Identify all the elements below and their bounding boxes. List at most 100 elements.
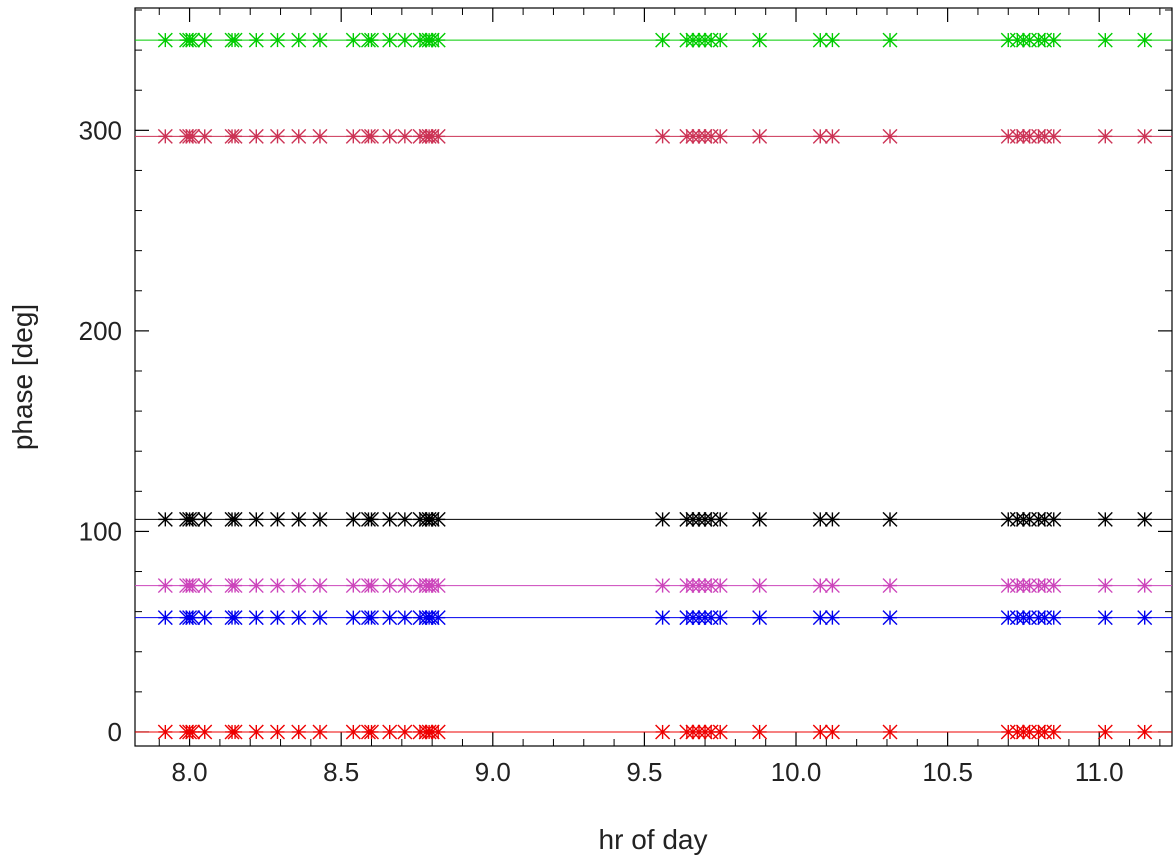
asterisk-marker [712,511,728,527]
asterisk-marker [345,610,361,626]
asterisk-marker [430,610,446,626]
asterisk-marker [655,128,671,144]
asterisk-marker [752,128,768,144]
asterisk-marker [1137,32,1153,48]
asterisk-marker [157,578,173,594]
asterisk-marker [248,32,264,48]
asterisk-marker [197,511,213,527]
asterisk-marker [291,32,307,48]
asterisk-marker [157,511,173,527]
asterisk-marker [248,511,264,527]
asterisk-marker [312,32,328,48]
asterisk-marker [382,610,398,626]
asterisk-marker [312,610,328,626]
y-axis-title: phase [deg] [7,304,38,450]
asterisk-marker [227,724,243,740]
asterisk-marker [812,511,828,527]
asterisk-marker [712,128,728,144]
asterisk-marker [364,724,380,740]
axis-ticks [135,8,1172,746]
asterisk-marker [248,610,264,626]
asterisk-marker [185,724,201,740]
asterisk-marker [270,511,286,527]
asterisk-marker [227,128,243,144]
asterisk-marker [752,511,768,527]
asterisk-marker [227,578,243,594]
asterisk-marker [712,724,728,740]
asterisk-marker [270,128,286,144]
y-tick-label: 100 [79,516,122,546]
asterisk-marker [824,578,840,594]
asterisk-marker [197,578,213,594]
asterisk-marker [824,511,840,527]
asterisk-marker [312,511,328,527]
series-lines [135,39,1172,733]
asterisk-marker [345,128,361,144]
asterisk-marker [382,32,398,48]
asterisk-marker [382,511,398,527]
series-markers [157,32,1153,740]
asterisk-marker [397,724,413,740]
plot-frame [134,7,1173,747]
asterisk-marker [157,128,173,144]
asterisk-marker [227,610,243,626]
asterisk-marker [248,128,264,144]
asterisk-marker [185,511,201,527]
asterisk-marker [364,128,380,144]
asterisk-marker [812,128,828,144]
asterisk-marker [430,724,446,740]
asterisk-marker [882,128,898,144]
asterisk-marker [1137,511,1153,527]
asterisk-marker [345,724,361,740]
asterisk-marker [882,511,898,527]
asterisk-marker [824,128,840,144]
asterisk-marker [157,724,173,740]
y-tick-labels: 0 100 200 300 [79,115,122,747]
asterisk-marker [197,32,213,48]
asterisk-marker [1097,578,1113,594]
x-tick-label: 11.0 [1075,757,1124,787]
asterisk-marker [248,724,264,740]
asterisk-marker [270,724,286,740]
asterisk-marker [157,610,173,626]
asterisk-marker [291,578,307,594]
asterisk-marker [655,610,671,626]
asterisk-marker [1046,32,1062,48]
x-tick-label: 8.0 [172,757,208,787]
asterisk-marker [270,578,286,594]
asterisk-marker [752,610,768,626]
asterisk-marker [655,724,671,740]
asterisk-marker [312,128,328,144]
asterisk-marker [364,610,380,626]
asterisk-marker [364,578,380,594]
asterisk-marker [430,32,446,48]
asterisk-marker [185,128,201,144]
x-tick-label: 10.5 [922,757,973,787]
asterisk-marker [382,724,398,740]
asterisk-marker [227,32,243,48]
asterisk-marker [1097,610,1113,626]
asterisk-marker [882,724,898,740]
asterisk-marker [270,610,286,626]
asterisk-marker [1046,724,1062,740]
asterisk-marker [655,578,671,594]
asterisk-marker [185,578,201,594]
asterisk-marker [430,128,446,144]
asterisk-marker [227,511,243,527]
x-axis-title: hr of day [599,824,708,855]
x-tick-labels: 8.0 8.5 9.0 9.5 10.0 10.5 11.0 [172,757,1124,787]
asterisk-marker [1046,578,1062,594]
asterisk-marker [382,578,398,594]
asterisk-marker [345,578,361,594]
asterisk-marker [312,578,328,594]
asterisk-marker [345,511,361,527]
asterisk-marker [824,32,840,48]
asterisk-marker [197,724,213,740]
asterisk-marker [312,724,328,740]
asterisk-marker [291,610,307,626]
asterisk-marker [197,128,213,144]
asterisk-marker [1046,128,1062,144]
asterisk-marker [824,610,840,626]
asterisk-marker [430,511,446,527]
